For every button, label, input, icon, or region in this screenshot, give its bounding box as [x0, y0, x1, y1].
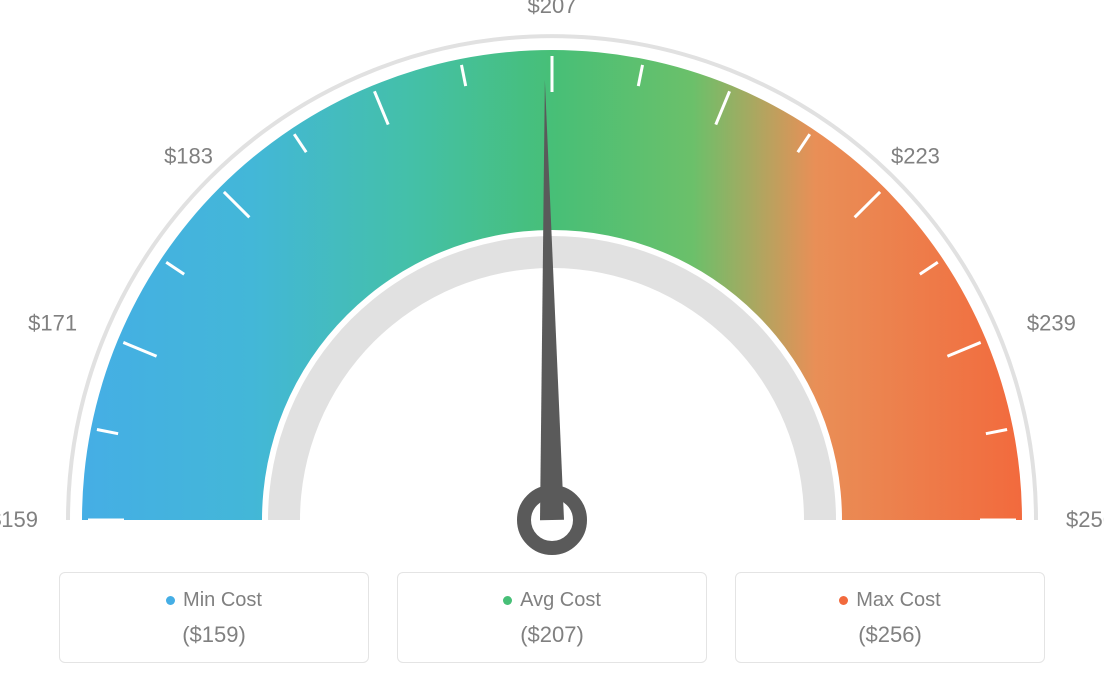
cost-gauge-chart: $159 $171 $183 $207 $223 $239 $256	[0, 0, 1104, 560]
legend-title-avg: Avg Cost	[503, 589, 601, 612]
legend-dot-max	[839, 596, 848, 605]
legend-label-min: Min Cost	[183, 589, 262, 612]
gauge-svg: $159 $171 $183 $207 $223 $239 $256	[0, 0, 1104, 560]
legend-label-max: Max Cost	[856, 589, 940, 612]
legend-title-max: Max Cost	[839, 589, 940, 612]
legend-value-min: ($159)	[70, 622, 358, 648]
svg-text:$159: $159	[0, 507, 38, 532]
legend-label-avg: Avg Cost	[520, 589, 601, 612]
legend-value-max: ($256)	[746, 622, 1034, 648]
legend-title-min: Min Cost	[166, 589, 262, 612]
svg-text:$171: $171	[28, 310, 77, 335]
legend-row: Min Cost ($159) Avg Cost ($207) Max Cost…	[0, 572, 1104, 663]
legend-card-min: Min Cost ($159)	[59, 572, 369, 663]
legend-dot-min	[166, 596, 175, 605]
legend-dot-avg	[503, 596, 512, 605]
svg-text:$183: $183	[164, 144, 213, 169]
legend-card-max: Max Cost ($256)	[735, 572, 1045, 663]
legend-value-avg: ($207)	[408, 622, 696, 648]
svg-text:$207: $207	[528, 0, 577, 18]
svg-text:$239: $239	[1027, 310, 1076, 335]
legend-card-avg: Avg Cost ($207)	[397, 572, 707, 663]
svg-text:$256: $256	[1066, 507, 1104, 532]
svg-text:$223: $223	[891, 144, 940, 169]
